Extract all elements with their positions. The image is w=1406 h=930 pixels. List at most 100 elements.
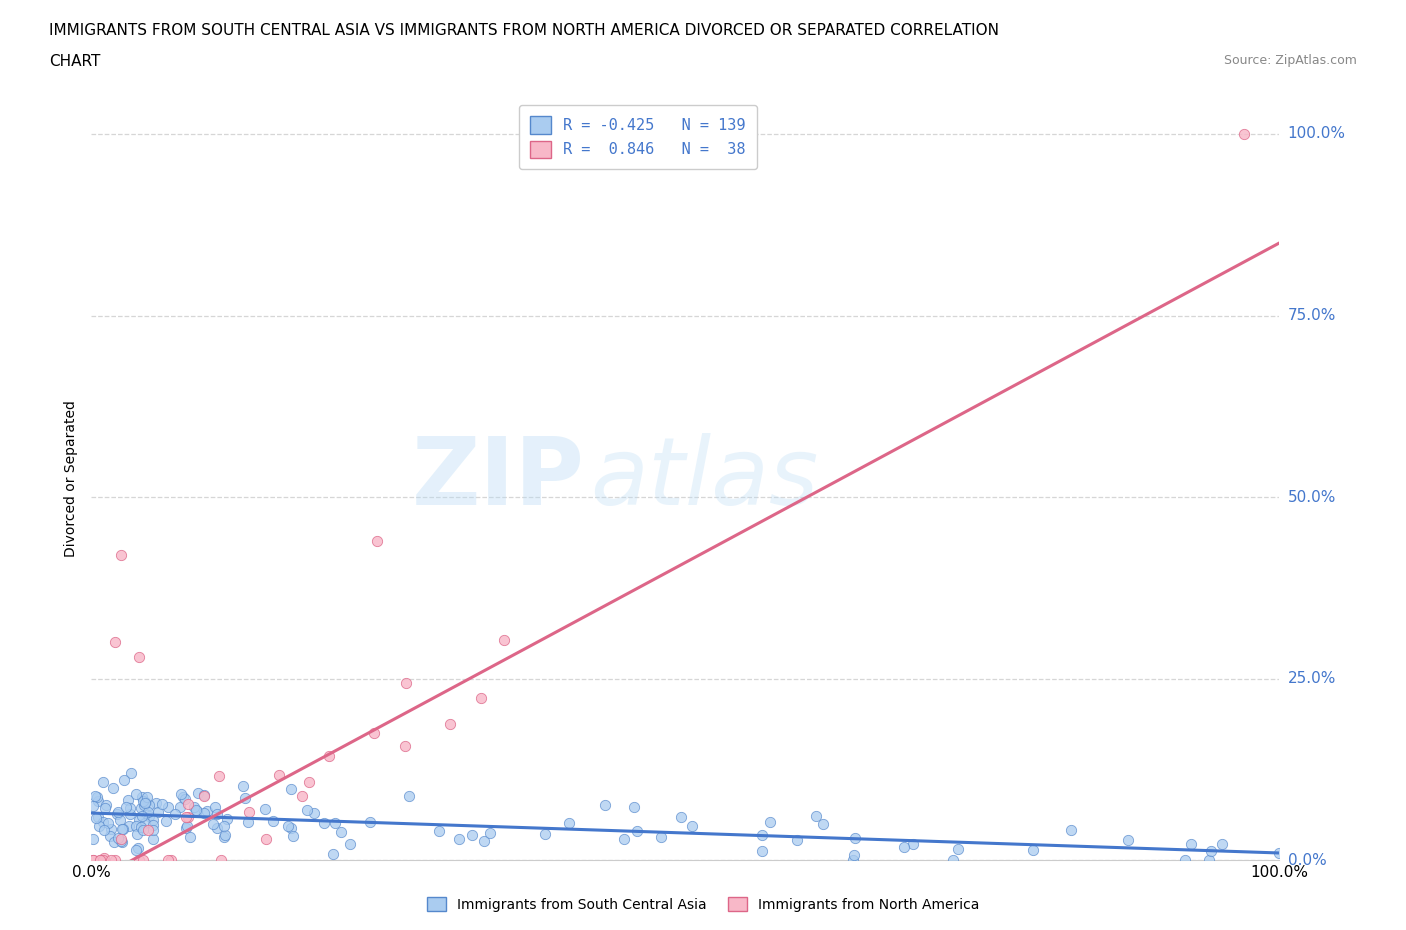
- Point: [208, 769, 231, 784]
- Point: [125, 843, 148, 857]
- Point: [322, 846, 344, 861]
- Point: [314, 816, 336, 830]
- Point: [118, 818, 141, 833]
- Point: [111, 821, 134, 836]
- Point: [186, 804, 208, 819]
- Point: [903, 837, 925, 852]
- Point: [1211, 837, 1233, 852]
- Point: [1059, 822, 1081, 837]
- Point: [339, 837, 361, 852]
- Point: [472, 833, 495, 848]
- Point: [202, 817, 225, 831]
- Text: 100.0%: 100.0%: [1288, 126, 1346, 141]
- Point: [193, 789, 215, 804]
- Point: [470, 691, 492, 706]
- Point: [120, 766, 142, 781]
- Point: [131, 853, 153, 868]
- Point: [165, 807, 187, 822]
- Point: [214, 827, 236, 842]
- Point: [132, 797, 155, 812]
- Point: [110, 831, 132, 846]
- Point: [681, 818, 703, 833]
- Point: [811, 817, 834, 831]
- Point: [100, 822, 122, 837]
- Point: [170, 787, 193, 802]
- Point: [183, 800, 205, 815]
- Text: CHART: CHART: [49, 54, 101, 69]
- Point: [786, 832, 808, 847]
- Point: [1199, 844, 1222, 858]
- Point: [205, 806, 228, 821]
- Point: [104, 853, 127, 868]
- Point: [160, 853, 183, 868]
- Point: [89, 853, 111, 868]
- Point: [280, 781, 302, 796]
- Text: atlas: atlas: [591, 433, 818, 525]
- Point: [207, 820, 229, 835]
- Point: [212, 830, 235, 844]
- Point: [804, 809, 827, 824]
- Point: [186, 803, 208, 817]
- Point: [492, 632, 515, 647]
- Point: [534, 827, 557, 842]
- Point: [447, 832, 470, 847]
- Text: Source: ZipAtlas.com: Source: ZipAtlas.com: [1223, 54, 1357, 67]
- Text: IMMIGRANTS FROM SOUTH CENTRAL ASIA VS IMMIGRANTS FROM NORTH AMERICA DIVORCED OR : IMMIGRANTS FROM SOUTH CENTRAL ASIA VS IM…: [49, 23, 1000, 38]
- Point: [193, 805, 215, 820]
- Point: [1174, 853, 1197, 868]
- Point: [120, 806, 142, 821]
- Point: [101, 780, 124, 795]
- Point: [89, 818, 111, 833]
- Point: [142, 822, 165, 837]
- Point: [841, 853, 863, 868]
- Point: [176, 797, 198, 812]
- Point: [131, 809, 153, 824]
- Point: [84, 811, 107, 826]
- Point: [172, 790, 194, 804]
- Point: [142, 817, 165, 832]
- Point: [132, 793, 155, 808]
- Point: [132, 822, 155, 837]
- Point: [427, 823, 450, 838]
- Point: [145, 795, 167, 810]
- Point: [179, 830, 201, 844]
- Point: [156, 800, 179, 815]
- Point: [118, 801, 141, 816]
- Point: [942, 853, 965, 868]
- Point: [93, 823, 115, 838]
- Point: [86, 790, 108, 804]
- Point: [1198, 853, 1220, 868]
- Point: [82, 799, 104, 814]
- Point: [134, 816, 156, 830]
- Point: [238, 815, 260, 830]
- Point: [593, 798, 616, 813]
- Point: [169, 800, 191, 815]
- Point: [125, 818, 148, 833]
- Point: [254, 832, 277, 847]
- Point: [359, 815, 381, 830]
- Point: [91, 815, 114, 830]
- Point: [156, 853, 179, 868]
- Point: [128, 853, 150, 868]
- Point: [125, 787, 148, 802]
- Text: 25.0%: 25.0%: [1288, 671, 1336, 686]
- Point: [155, 813, 177, 828]
- Point: [232, 779, 254, 794]
- Point: [277, 818, 299, 833]
- Point: [128, 813, 150, 828]
- Point: [112, 773, 135, 788]
- Y-axis label: Divorced or Separated: Divorced or Separated: [65, 401, 79, 557]
- Point: [127, 841, 149, 856]
- Point: [96, 797, 118, 812]
- Point: [100, 853, 122, 868]
- Point: [363, 726, 385, 741]
- Point: [174, 821, 197, 836]
- Point: [108, 813, 131, 828]
- Point: [128, 649, 150, 664]
- Point: [100, 829, 122, 844]
- Point: [82, 853, 104, 868]
- Text: ZIP: ZIP: [412, 433, 585, 525]
- Point: [461, 828, 484, 843]
- Point: [105, 806, 128, 821]
- Point: [626, 824, 648, 839]
